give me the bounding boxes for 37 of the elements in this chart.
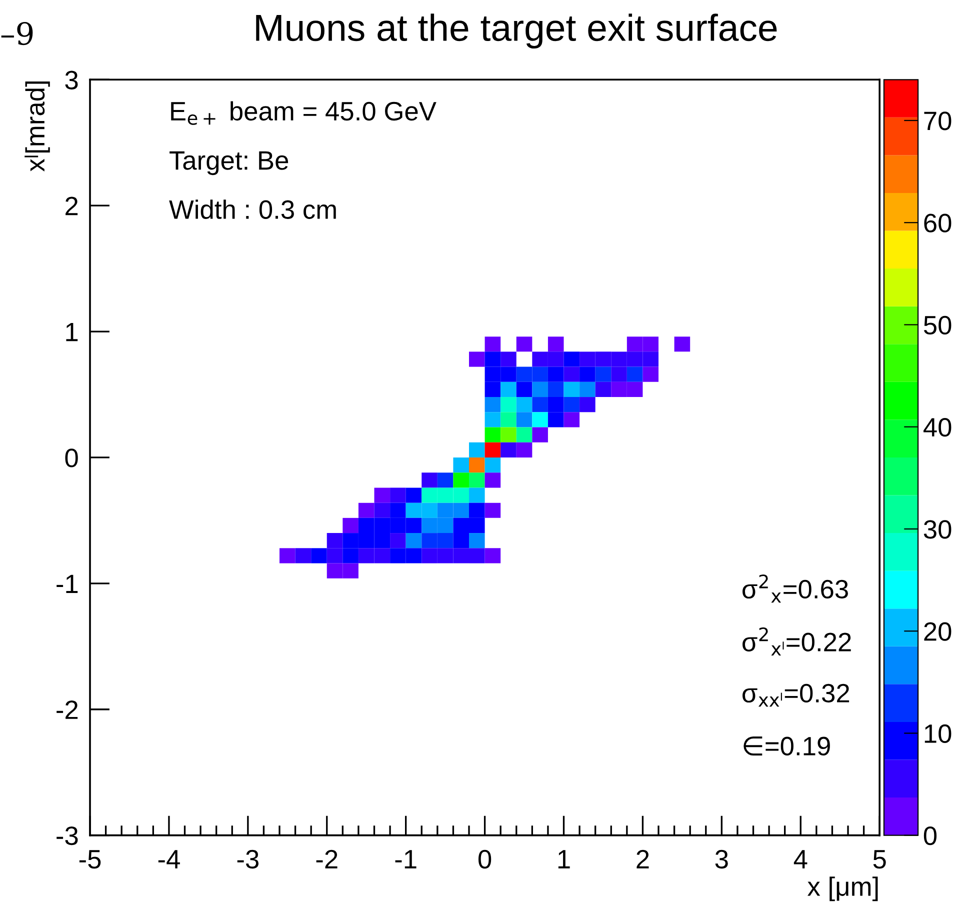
x-tick-label: -3 (237, 850, 258, 869)
color-bar-label: 10 (924, 724, 952, 744)
x-tick-label: -4 (158, 850, 180, 868)
y-tick-label: -3 (56, 826, 78, 846)
y-tick-label: -1 (56, 574, 78, 593)
color-bar-label: 20 (924, 622, 952, 641)
y-tick-label: -2 (56, 700, 78, 719)
annotation: E$_{e+}$ beam = 45.0 GeV (171, 101, 436, 125)
y-tick-label: 2 (66, 196, 78, 216)
x-tick-label: 5 (873, 850, 886, 869)
y-tick-label: 0 (65, 448, 78, 468)
y-tick-label: 3 (65, 70, 78, 90)
annotation: σ$^{2}$$_{xˡ}$=0.22 (742, 627, 851, 656)
color-bar-label: 50 (924, 316, 952, 335)
annotation: Target: Be (170, 151, 288, 176)
color-bar-label: 60 (924, 214, 952, 232)
y-axis-title: xˡ[mrad] (24, 82, 50, 172)
x-tick-label: -1 (395, 850, 416, 868)
x-tick-label: -2 (316, 850, 338, 868)
color-bar-label: 70 (924, 112, 952, 130)
x-tick-label: -5 (79, 850, 101, 869)
annotation: σ$^{2}$$_{x}$=0.63 (742, 574, 848, 603)
y-tick-label: 1 (66, 322, 78, 342)
text: –9 (1, 22, 33, 46)
x-tick-label: 3 (715, 850, 728, 869)
annotation: Width : 0.3 cm (169, 200, 336, 219)
x-tick-label: 1 (558, 850, 570, 868)
color-bar-label: 30 (924, 520, 952, 539)
x-tick-label: 2 (636, 850, 649, 868)
x-tick-label: 4 (794, 850, 808, 868)
color-bar-label: 0 (924, 826, 937, 846)
color-bar-label: 40 (923, 418, 952, 437)
x-axis-title: x [μm] (808, 876, 878, 902)
annotation: σ$_{xxˡ}$=0.32 (742, 684, 850, 707)
annotation: ∈=0.19 (744, 736, 830, 756)
x-tick-label: 0 (478, 850, 492, 869)
chart-title: Muons at the target exit surface (256, 14, 777, 49)
